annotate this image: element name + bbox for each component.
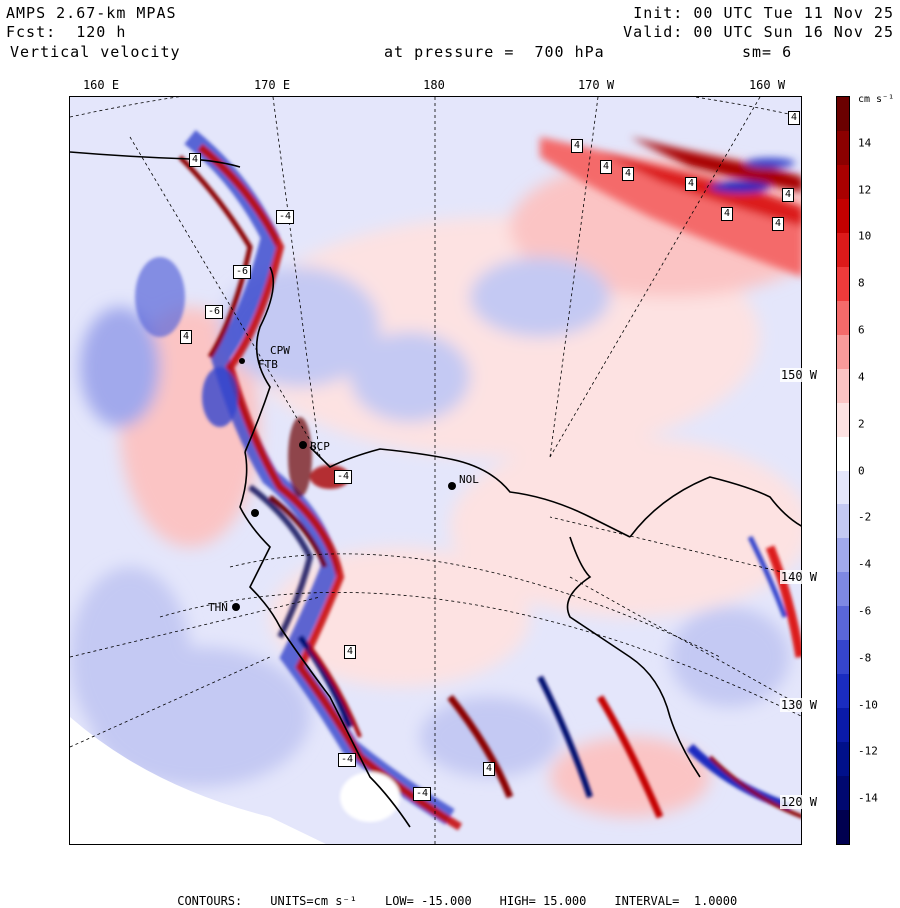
map-svg: [70, 97, 801, 844]
station-nol: NOL: [459, 473, 479, 486]
lat-label-130w: 130 W: [779, 698, 818, 712]
colorbar-segment: [837, 538, 849, 573]
colorbar-segment: [837, 436, 849, 471]
colorbar: [836, 96, 850, 845]
station-bcp: BCP: [310, 440, 330, 453]
lat-label-120w: 120 W: [779, 795, 818, 809]
colorbar-tick-label: 10: [858, 229, 872, 243]
contour-label: 4: [344, 645, 357, 659]
colorbar-tick-label: -2: [858, 510, 872, 524]
vertical-velocity-map: CPW FTB BCP NOL THN 4 4 4 4 4 4 4 -4 -6 …: [69, 96, 802, 845]
lat-label-140w: 140 W: [779, 570, 818, 584]
white-region: [70, 717, 326, 844]
colorbar-segment: [837, 674, 849, 709]
footer-low: LOW= -15.000: [384, 894, 472, 908]
footer-high: HIGH= 15.000: [499, 894, 587, 908]
model-title: AMPS 2.67-km MPAS: [6, 4, 177, 22]
lon-label-180: 180: [423, 78, 445, 92]
contour-label: 4: [189, 153, 202, 167]
colorbar-segment: [837, 130, 849, 166]
footer-interval: INTERVAL= 1.0000: [614, 894, 738, 908]
colorbar-segment: [837, 97, 849, 132]
coastline: [70, 151, 801, 828]
lon-label-170w: 170 W: [577, 78, 615, 92]
colorbar-tick-label: 2: [858, 417, 865, 431]
colorbar-segment: [837, 232, 849, 268]
colorbar-tick-label: 14: [858, 136, 872, 150]
colorbar-tick-label: 0: [858, 464, 865, 477]
contour-label: 4: [788, 111, 801, 125]
colorbar-tick-label: -10: [858, 698, 878, 712]
colorbar-segment: [837, 164, 849, 200]
footer-units: UNITS=cm s⁻¹: [270, 894, 357, 908]
contour-label: -4: [338, 753, 357, 767]
contour-label: -4: [413, 787, 432, 801]
contour-label: 4: [782, 188, 795, 202]
colorbar-segment: [837, 266, 849, 302]
colorbar-tick-label: -14: [858, 791, 878, 805]
init-time: Init: 00 UTC Tue 11 Nov 25: [633, 4, 894, 22]
contour-label: 4: [600, 160, 613, 174]
contour-label: 4: [685, 177, 698, 191]
colorbar-tick-label: 12: [858, 183, 872, 197]
pressure-level: at pressure = 700 hPa: [384, 43, 605, 61]
contour-label: 4: [571, 139, 584, 153]
contour-label: -6: [205, 305, 224, 319]
colorbar-unit: cm s⁻¹: [858, 94, 895, 105]
colorbar-segment: [837, 708, 849, 743]
contour-label: -4: [334, 470, 353, 484]
colorbar-segment: [837, 198, 849, 234]
colorbar-segment: [837, 402, 849, 438]
station-ftb: FTB: [258, 358, 278, 371]
footer-contours-label: CONTOURS:: [177, 894, 243, 908]
contour-label: 4: [483, 762, 496, 776]
colorbar-tick-label: 8: [858, 276, 865, 290]
lon-label-160e: 160 E: [82, 78, 120, 92]
contour-label: -6: [233, 265, 252, 279]
colorbar-segment: [837, 504, 849, 539]
colorbar-tick-label: 6: [858, 323, 865, 337]
lon-label-160w: 160 W: [748, 78, 786, 92]
contour-label: 4: [622, 167, 635, 181]
colorbar-segment: [837, 810, 849, 845]
colorbar-tick-label: 4: [858, 370, 865, 384]
footer-contour-info: CONTOURS: UNITS=cm s⁻¹ LOW= -15.000 HIGH= 1…: [0, 880, 900, 908]
colorbar-tick-label: -12: [858, 744, 878, 758]
colorbar-tick-label: -6: [858, 604, 872, 618]
contour-label: 4: [772, 217, 785, 231]
colorbar-segment: [837, 742, 849, 777]
forecast-hour: Fcst: 120 h: [6, 23, 127, 41]
smoothing-label: sm= 6: [742, 43, 793, 61]
valid-time: Valid: 00 UTC Sun 16 Nov 25: [623, 23, 894, 41]
colorbar-segment: [837, 606, 849, 641]
station-thn: THN: [208, 601, 228, 614]
contour-label: 4: [721, 207, 734, 221]
lon-label-170e: 170 E: [253, 78, 291, 92]
contour-label: 4: [180, 330, 193, 344]
field-name: Vertical velocity: [10, 43, 181, 61]
colorbar-tick-label: -8: [858, 651, 872, 665]
colorbar-segment: [837, 368, 849, 404]
colorbar-segment: [837, 334, 849, 370]
lat-label-150w: 150 W: [779, 368, 818, 382]
colorbar-segment: [837, 572, 849, 607]
colorbar-segment: [837, 470, 849, 505]
contour-label: -4: [276, 210, 295, 224]
colorbar-segment: [837, 300, 849, 336]
station-dots: [232, 358, 456, 611]
colorbar-tick-label: -4: [858, 557, 872, 571]
station-cpw: CPW: [270, 344, 290, 357]
graticule: [70, 97, 801, 844]
colorbar-segment: [837, 776, 849, 811]
colorbar-segment: [837, 640, 849, 675]
